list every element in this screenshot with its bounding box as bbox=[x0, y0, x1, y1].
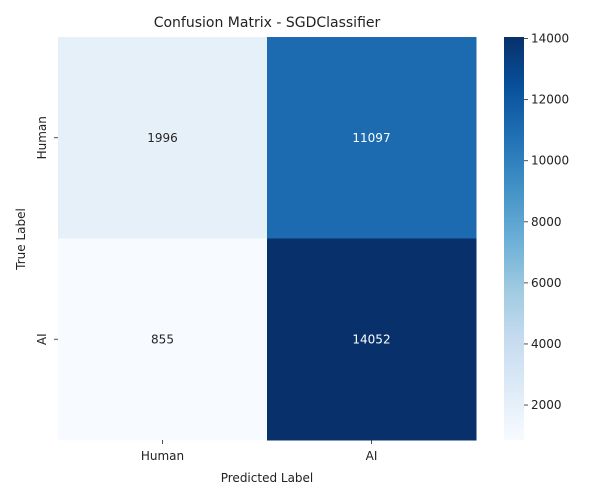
colorbar bbox=[504, 37, 524, 440]
cell-value-label: 14052 bbox=[352, 332, 390, 346]
x-tick-label: AI bbox=[366, 449, 378, 463]
y-tick-label: Human bbox=[35, 116, 49, 159]
colorbar-axis: 2000 4000 6000 8000 10000 12000 14000 bbox=[524, 32, 569, 412]
y-axis-label: True Label bbox=[14, 208, 28, 271]
y-tick-label: AI bbox=[35, 333, 49, 345]
colorbar-tick-label: 4000 bbox=[531, 337, 562, 351]
colorbar-tick-label: 2000 bbox=[531, 398, 562, 412]
cell-value-label: 1996 bbox=[147, 131, 178, 145]
heatmap-cell bbox=[58, 37, 268, 239]
colorbar-tick-label: 14000 bbox=[531, 32, 569, 46]
heatmap-cell bbox=[267, 238, 477, 441]
y-axis: Human AI bbox=[35, 116, 58, 345]
heatmap-cells: 1996 11097 855 14052 bbox=[58, 37, 477, 441]
heatmap-cell bbox=[58, 238, 268, 441]
x-tick-label: Human bbox=[141, 449, 184, 463]
colorbar-tick-label: 6000 bbox=[531, 276, 562, 290]
chart-title: Confusion Matrix - SGDClassifier bbox=[154, 15, 381, 31]
colorbar-tick-label: 12000 bbox=[531, 93, 569, 107]
colorbar-tick-label: 10000 bbox=[531, 154, 569, 168]
cell-value-label: 855 bbox=[151, 332, 174, 346]
heatmap-cell bbox=[267, 37, 477, 239]
cell-value-label: 11097 bbox=[352, 131, 390, 145]
x-axis-label: Predicted Label bbox=[221, 471, 314, 485]
x-axis: Human AI bbox=[141, 440, 378, 463]
colorbar-tick-label: 8000 bbox=[531, 215, 562, 229]
